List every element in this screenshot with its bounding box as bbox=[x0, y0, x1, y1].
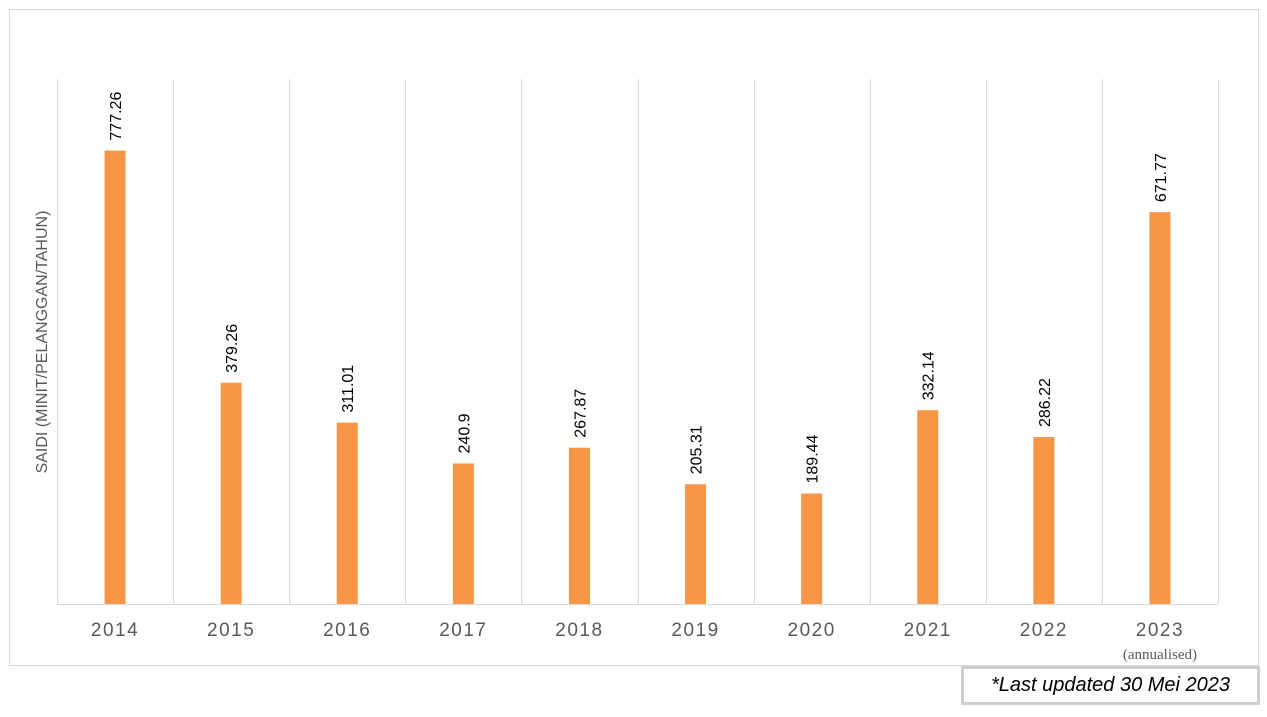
bar bbox=[452, 463, 474, 604]
data-label: 311.01 bbox=[340, 365, 357, 413]
x-tick-label: 2015 bbox=[207, 620, 255, 641]
bar bbox=[104, 150, 126, 604]
x-tick-label: 2022 bbox=[1020, 620, 1068, 641]
bar bbox=[1033, 437, 1055, 604]
data-label: 189.44 bbox=[805, 434, 822, 483]
x-tick-label: 2016 bbox=[323, 620, 371, 641]
data-label: 286.22 bbox=[1037, 378, 1054, 427]
data-label: 332.14 bbox=[921, 351, 938, 400]
data-label: 379.26 bbox=[224, 324, 241, 373]
data-label: 240.9 bbox=[456, 413, 473, 453]
x-tick-label: 2021 bbox=[904, 620, 952, 641]
bar bbox=[568, 447, 590, 604]
bar bbox=[801, 493, 823, 604]
bar bbox=[1149, 212, 1171, 605]
x-tick-sublabel: (annualised) bbox=[1123, 647, 1197, 663]
data-label: 267.87 bbox=[572, 389, 589, 438]
bar bbox=[685, 484, 707, 604]
data-label: 671.77 bbox=[1153, 153, 1170, 202]
data-label: 777.26 bbox=[108, 92, 125, 141]
x-tick-label: 2018 bbox=[555, 620, 603, 641]
x-tick-label: 2020 bbox=[788, 620, 836, 641]
bar bbox=[917, 410, 939, 604]
data-label: 205.31 bbox=[689, 425, 706, 474]
last-updated-note: *Last updated 30 Mei 2023 bbox=[961, 666, 1260, 705]
bar bbox=[336, 422, 358, 604]
x-tick-label: 2023 bbox=[1136, 620, 1184, 641]
y-axis-label: SAIDI (MINIT/PELANGGAN/TAHUN) bbox=[34, 210, 51, 474]
x-tick-label: 2017 bbox=[439, 620, 487, 641]
x-tick-label: 2014 bbox=[91, 620, 139, 641]
bar bbox=[220, 382, 242, 604]
x-tick-label: 2019 bbox=[671, 620, 719, 641]
